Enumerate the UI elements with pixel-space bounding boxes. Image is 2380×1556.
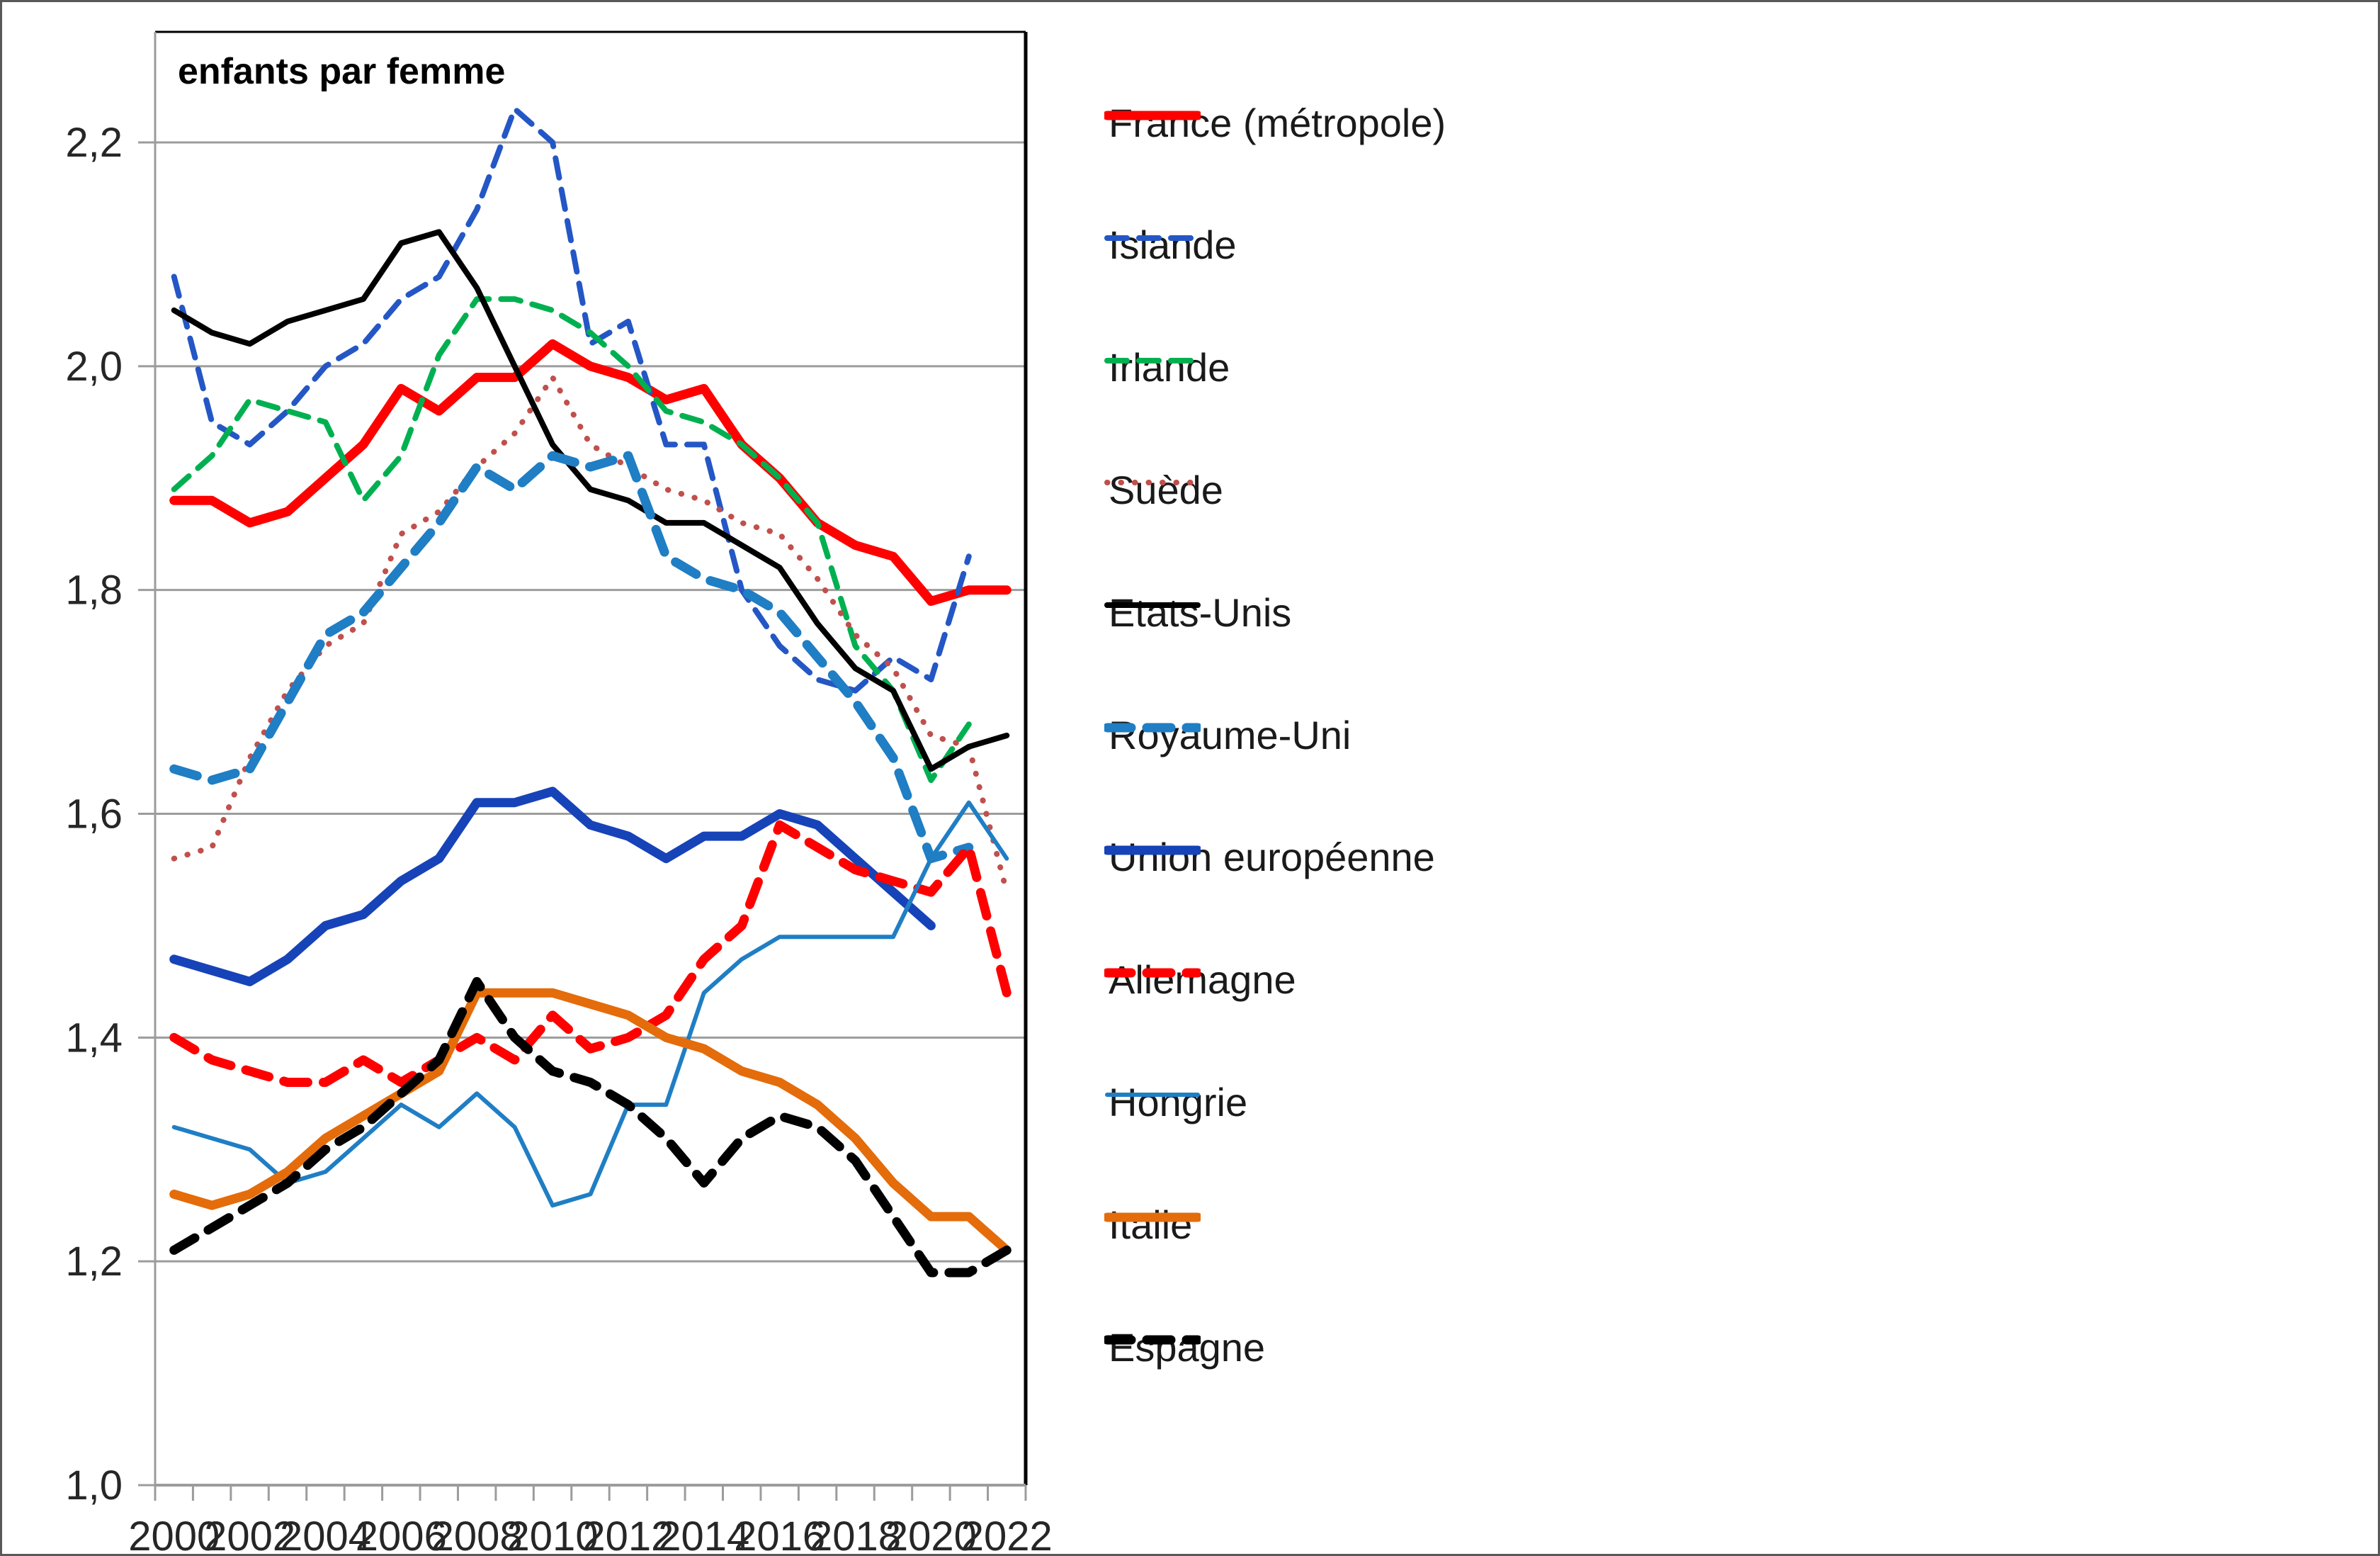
x-tick-label: 2018 [810,1513,901,1556]
series-line-islande [171,106,972,694]
x-tick-label: 2006 [356,1513,447,1556]
series-line-espagne [169,976,1012,1278]
legend-label-allemagne: Allemagne [1109,957,1296,1003]
series-line-union-europeenne [169,787,936,986]
series-line-france-metropole [169,339,1012,606]
x-tick-label: 2010 [507,1513,599,1556]
series-line-etats-unis [171,229,1010,772]
y-tick-label: 2,2 [65,120,123,166]
x-tick-label: 2016 [734,1513,825,1556]
legend-label-hongrie: Hongrie [1109,1079,1248,1124]
legend-swatch-islande-line [1104,235,1201,241]
legend-swatch-italie-line [1104,1212,1201,1222]
legend-swatch-etats-unis-line [1104,602,1201,609]
legend-swatch-espagne-line [1104,1335,1201,1345]
legend-swatch-france-metropole-line [1104,111,1201,120]
legend-swatch-allemagne-line [1104,968,1201,978]
legend-label-espagne: Espagne [1109,1324,1266,1370]
series-line-irlande [171,296,972,784]
x-tick-label: 2022 [961,1513,1053,1556]
y-tick-label: 1,6 [65,791,123,838]
legend-item-etats-unis: Etats-Unis [1104,590,1292,635]
legend-swatch-suede-line [1104,480,1201,486]
y-tick-label: 1,2 [65,1239,123,1285]
y-tick-label: 1,4 [65,1015,123,1061]
series-line-royaume-uni [169,451,974,864]
chart-legend: France (métropole) Islande Irlande Suède Eta… [1104,2,2308,1554]
legend-label-irlande: Irlande [1109,345,1230,390]
legend-swatch-union-europeenne-line [1104,845,1201,855]
legend-label-italie: Italie [1109,1202,1193,1247]
legend-item-allemagne: Allemagne [1104,957,1296,1003]
legend-swatch-hongrie-line [1105,1093,1200,1098]
legend-label-suede: Suède [1109,467,1223,512]
legend-item-union-europeenne: Union européenne [1104,835,1435,880]
y-tick-label: 1,0 [65,1462,123,1509]
y-tick-label: 1,8 [65,568,123,614]
legend-label-france-metropole: France (métropole) [1109,100,1446,145]
legend-item-suede: Suède [1104,467,1223,512]
x-tick-label: 2004 [280,1513,371,1556]
legend-item-islande: Islande [1104,222,1237,268]
x-tick-label: 2012 [582,1513,674,1556]
series-line-hongrie [171,800,1009,1208]
legend-label-islande: Islande [1109,222,1237,268]
series-line-allemagne [169,820,1012,1087]
legend-label-etats-unis: Etats-Unis [1109,590,1292,635]
legend-item-royaume-uni: Royaume-Uni [1104,712,1352,757]
legend-item-hongrie: Hongrie [1104,1079,1248,1124]
x-tick-label: 2000 [128,1513,220,1556]
legend-label-union-europeenne: Union européenne [1109,835,1435,880]
legend-label-royaume-uni: Royaume-Uni [1109,712,1352,757]
series-line-suede [171,374,1010,896]
legend-item-italie: Italie [1104,1202,1201,1247]
legend-swatch-irlande-line [1104,357,1201,363]
x-tick-label: 2020 [885,1513,977,1556]
x-tick-label: 2008 [431,1513,523,1556]
legend-swatch-royaume-uni-line [1104,723,1201,733]
y-tick-label: 2,0 [65,344,123,390]
legend-item-espagne: Espagne [1104,1324,1266,1370]
chart-title: enfants par femme [178,51,506,92]
x-tick-label: 2014 [658,1513,749,1556]
x-tick-label: 2002 [204,1513,295,1556]
legend-item-irlande: Irlande [1104,345,1230,390]
series-line-italie [169,988,1012,1255]
legend-item-france-metropole: France (métropole) [1104,100,1446,145]
